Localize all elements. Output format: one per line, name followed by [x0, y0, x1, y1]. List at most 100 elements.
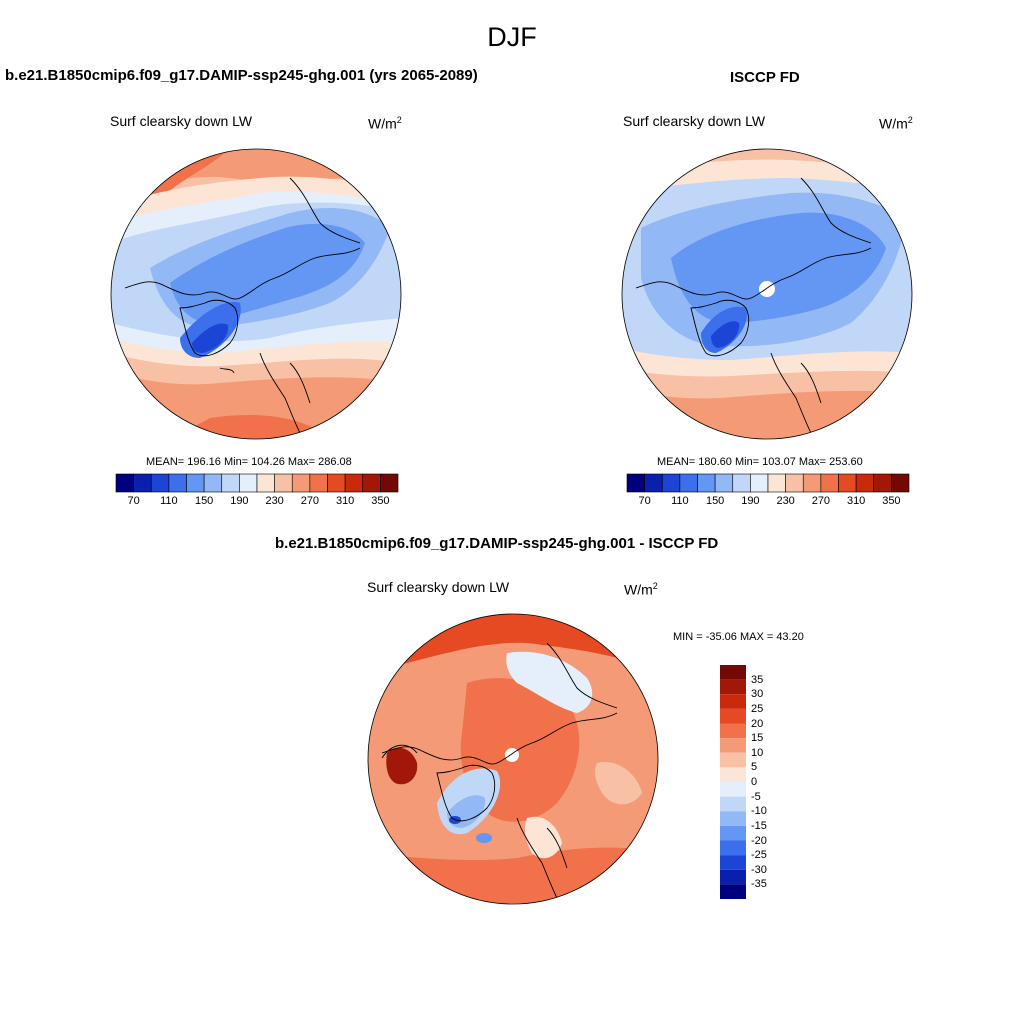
right-colorbar	[626, 473, 910, 493]
colorbar-tick-label: 270	[811, 495, 831, 507]
colorbar-swatch	[838, 473, 857, 493]
colorbar-swatch	[891, 473, 910, 493]
colorbar-swatch	[115, 473, 134, 493]
colorbar-swatch	[855, 473, 875, 493]
colorbar-swatch	[750, 473, 769, 493]
colorbar-swatch	[344, 473, 364, 493]
colorbar-swatch	[186, 473, 205, 493]
left-panel-title: b.e21.B1850cmip6.f09_g17.DAMIP-ssp245-gh…	[5, 67, 478, 84]
colorbar-swatch	[661, 473, 681, 493]
colorbar-tick-label: 110	[671, 495, 689, 507]
diff-variable-label: Surf clearsky down LW	[367, 579, 510, 595]
colorbar-tick-label: 20	[751, 717, 764, 730]
diff-colorbar-ticks: 35 30 25 20 15 10 5 0 -5 -10 -15 -20 -25 -30 -35	[751, 665, 791, 899]
colorbar-swatch	[679, 473, 698, 493]
colorbar-tick-label: 25	[751, 702, 764, 715]
colorbar-tick-label: -35	[751, 878, 767, 891]
diff-units-label: W/m2	[624, 581, 658, 598]
colorbar-tick-label: -25	[751, 849, 767, 862]
colorbar-tick-label: 10	[751, 746, 764, 759]
colorbar-swatch	[309, 473, 328, 493]
left-colorbar	[115, 473, 399, 493]
colorbar-swatch	[362, 473, 381, 493]
colorbar-swatch	[203, 473, 223, 493]
colorbar-tick-label: 190	[230, 495, 249, 507]
colorbar-swatch	[626, 473, 645, 493]
left-stats-text: MEAN= 196.16 Min= 104.26 Max= 286.08	[146, 456, 352, 468]
colorbar-tick-label: 310	[335, 495, 355, 507]
colorbar-swatch	[732, 473, 751, 493]
diff-panel-title: b.e21.B1850cmip6.f09_g17.DAMIP-ssp245-gh…	[275, 535, 719, 552]
colorbar-swatch	[785, 473, 804, 493]
colorbar-swatch	[720, 884, 746, 899]
colorbar-swatch	[767, 473, 786, 493]
colorbar-swatch	[327, 473, 346, 493]
colorbar-swatch	[644, 473, 663, 493]
right-units-label: W/m2	[879, 115, 913, 132]
colorbar-tick-label: 70	[127, 495, 140, 507]
colorbar-tick-label: -10	[751, 805, 767, 818]
right-colorbar-ticks: 70 110 150 190 230 270 310 350	[627, 495, 909, 509]
colorbar-swatch	[720, 840, 746, 856]
colorbar-swatch	[274, 473, 293, 493]
colorbar-swatch	[168, 473, 187, 493]
diff-colorbar	[720, 665, 746, 899]
colorbar-tick-label: 0	[751, 776, 758, 788]
colorbar-tick-label: 150	[194, 495, 214, 507]
colorbar-tick-label: 190	[741, 495, 760, 507]
colorbar-tick-label: 30	[751, 688, 764, 701]
colorbar-tick-label: 270	[300, 495, 320, 507]
colorbar-tick-label: 310	[846, 495, 866, 507]
diff-stats-text: MIN = -35.06 MAX = 43.20	[673, 631, 804, 643]
colorbar-swatch	[873, 473, 892, 493]
right-stats-text: MEAN= 180.60 Min= 103.07 Max= 253.60	[657, 456, 863, 468]
colorbar-swatch	[133, 473, 152, 493]
colorbar-swatch	[720, 665, 746, 680]
colorbar-swatch	[720, 869, 746, 885]
colorbar-tick-label: 35	[751, 673, 764, 686]
colorbar-swatch	[720, 782, 746, 797]
colorbar-swatch	[720, 767, 746, 782]
colorbar-swatch	[720, 708, 746, 724]
colorbar-swatch	[221, 473, 240, 493]
colorbar-tick-label: 230	[265, 495, 284, 507]
colorbar-tick-label: 150	[705, 495, 725, 507]
colorbar-swatch	[380, 473, 399, 493]
colorbar-swatch	[256, 473, 275, 493]
left-variable-label: Surf clearsky down LW	[110, 113, 253, 129]
colorbar-swatch	[720, 694, 746, 709]
colorbar-swatch	[714, 473, 734, 493]
colorbar-tick-label: -20	[751, 834, 767, 847]
colorbar-swatch	[150, 473, 170, 493]
colorbar-swatch	[720, 855, 746, 870]
colorbar-swatch	[720, 738, 746, 753]
left-polar-map	[110, 148, 402, 440]
main-title: DJF	[487, 22, 537, 52]
diff-polar-map	[367, 613, 659, 905]
colorbar-tick-label: -30	[751, 863, 767, 876]
left-colorbar-ticks: 70 110 150 190 230 270 310 350	[116, 495, 398, 509]
colorbar-swatch	[239, 473, 258, 493]
colorbar-swatch	[720, 811, 746, 826]
right-panel-title: ISCCP FD	[730, 69, 800, 86]
colorbar-swatch	[720, 723, 746, 739]
colorbar-tick-label: 110	[160, 495, 178, 507]
colorbar-tick-label: -15	[751, 819, 767, 832]
colorbar-tick-label: -5	[751, 790, 761, 803]
colorbar-tick-label: 350	[882, 495, 901, 507]
colorbar-tick-label: 350	[371, 495, 390, 507]
colorbar-swatch	[720, 752, 746, 768]
colorbar-swatch	[802, 473, 822, 493]
right-variable-label: Surf clearsky down LW	[623, 113, 766, 129]
colorbar-swatch	[697, 473, 716, 493]
colorbar-tick-label: 70	[638, 495, 651, 507]
colorbar-swatch	[820, 473, 839, 493]
colorbar-swatch	[291, 473, 311, 493]
right-polar-map	[621, 148, 913, 440]
colorbar-tick-label: 15	[751, 732, 764, 745]
colorbar-swatch	[720, 796, 746, 812]
colorbar-swatch	[720, 679, 746, 695]
colorbar-tick-label: 5	[751, 761, 758, 774]
left-units-label: W/m2	[368, 115, 402, 132]
colorbar-tick-label: 230	[776, 495, 795, 507]
